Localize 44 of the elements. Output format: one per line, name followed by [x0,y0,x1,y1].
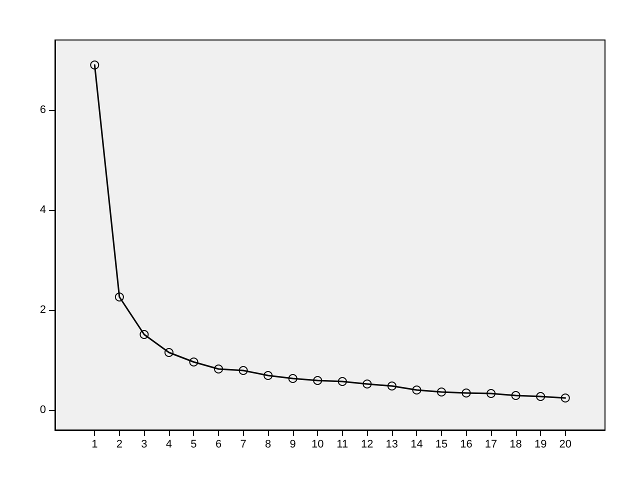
x-tick-label: 12 [361,438,374,450]
x-tick-label: 9 [290,438,296,450]
x-tick-label: 16 [460,438,472,450]
point [189,358,198,366]
x-tick-label: 6 [215,438,222,450]
point [338,377,347,386]
x-tick-label: 15 [435,438,448,450]
x-tick-label: 7 [240,438,246,450]
point [412,386,422,394]
x-tick-label: 20 [559,438,572,450]
point [264,371,273,380]
point [214,364,224,374]
point [436,388,446,396]
x-tick-label: 5 [190,438,197,450]
point [486,389,496,398]
point [560,394,570,402]
point [362,380,372,388]
point [90,60,100,70]
x-tick-label: 19 [534,438,547,450]
x-tick-label: 2 [116,438,122,450]
x-tick-label: 13 [386,438,398,450]
y-tick-label: 6 [40,104,46,116]
point [288,374,298,383]
x-tick-label: 8 [265,438,272,450]
y-tick-label: 4 [40,204,46,216]
y-tick-label: 0 [40,404,46,416]
x-tick-label: 11 [336,438,348,450]
point [114,292,124,302]
x-tick-label: 10 [311,438,324,450]
point [462,388,471,398]
point [387,382,396,390]
y-tick-label: 2 [40,304,46,316]
point [140,330,149,339]
x-tick-label: 3 [141,438,148,450]
x-tick-label: 14 [410,438,423,450]
x-tick-label: 18 [510,438,522,450]
point [238,366,248,375]
x-tick-label: 17 [484,438,498,450]
x-tick-label: 1 [92,438,98,450]
point [313,376,322,385]
point [164,348,174,357]
x-tick-label: 4 [166,438,172,450]
point [511,391,520,400]
point [536,392,546,401]
